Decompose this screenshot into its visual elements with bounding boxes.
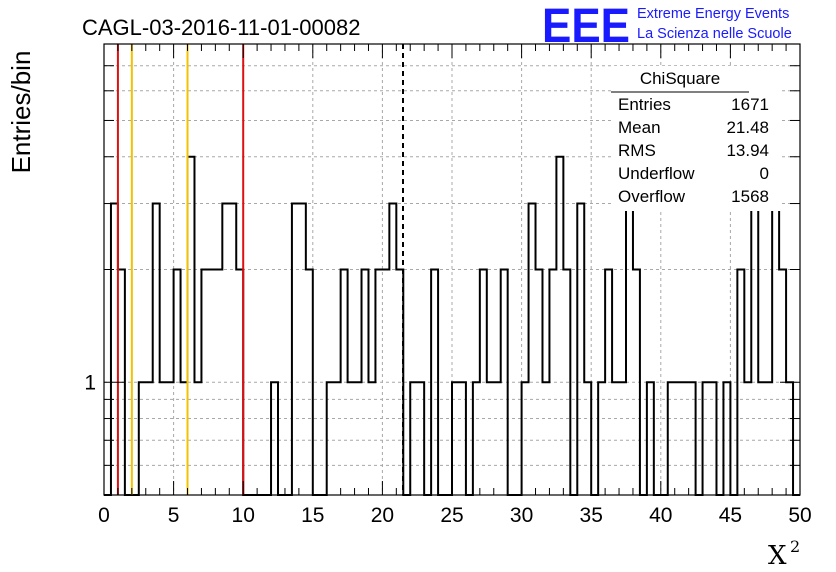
stats-row-label: Overflow [618,187,686,206]
x-tick-label: 45 [719,504,742,527]
y-tick-label: 1 [84,371,96,394]
x-axis-label-superscript: 2 [790,537,800,556]
stats-row-label: Entries [618,95,671,114]
axis-ticks [103,44,801,495]
x-tick-label: 15 [301,504,324,527]
x-tick-label: 50 [788,504,811,527]
stats-rows: Entries 1671 Mean 21.48 RMS 13.94 Underflow 0 Ov… [618,95,769,206]
reference-lines [116,44,405,495]
x-axis-label-group: X 2 [768,537,800,571]
y-axis-label: Entries/bin [6,51,36,174]
x-axis-label: X [768,541,787,571]
eee-logo: EEE Extreme Energy Events La Scienza nel… [542,0,792,53]
chart-title: CAGL-03-2016-11-01-00082 [82,15,360,40]
logo-line-1: Extreme Energy Events [637,6,789,22]
stats-row-value: 1568 [731,187,769,206]
y-tick-labels: 1 [84,371,96,394]
stats-row-value: 21.48 [726,118,769,137]
x-tick-labels: 0 5 10 15 20 25 30 35 40 45 50 [98,504,812,527]
x-tick-label: 40 [649,504,672,527]
x-tick-label: 10 [232,504,255,527]
stats-row-value: 1671 [731,95,769,114]
stats-title: ChiSquare [640,69,720,88]
logo-line-2: La Scienza nelle Scuole [637,26,792,42]
x-tick-label: 0 [98,504,110,527]
x-tick-label: 5 [168,504,180,527]
stats-row-label: Mean [618,118,661,137]
x-tick-label: 20 [371,504,394,527]
stats-row-value: 13.94 [726,141,769,160]
x-tick-label: 30 [510,504,533,527]
stats-row-label: Underflow [618,164,695,183]
stats-row-value: 0 [760,164,769,183]
x-tick-label: 25 [440,504,463,527]
stats-row-label: RMS [618,141,656,160]
stats-box-frame [611,66,781,211]
stats-box: ChiSquare Entries 1671 Mean 21.48 RMS 13.94 Un… [611,66,781,211]
logo-mark: EEE [542,0,630,53]
x-tick-label: 35 [580,504,603,527]
